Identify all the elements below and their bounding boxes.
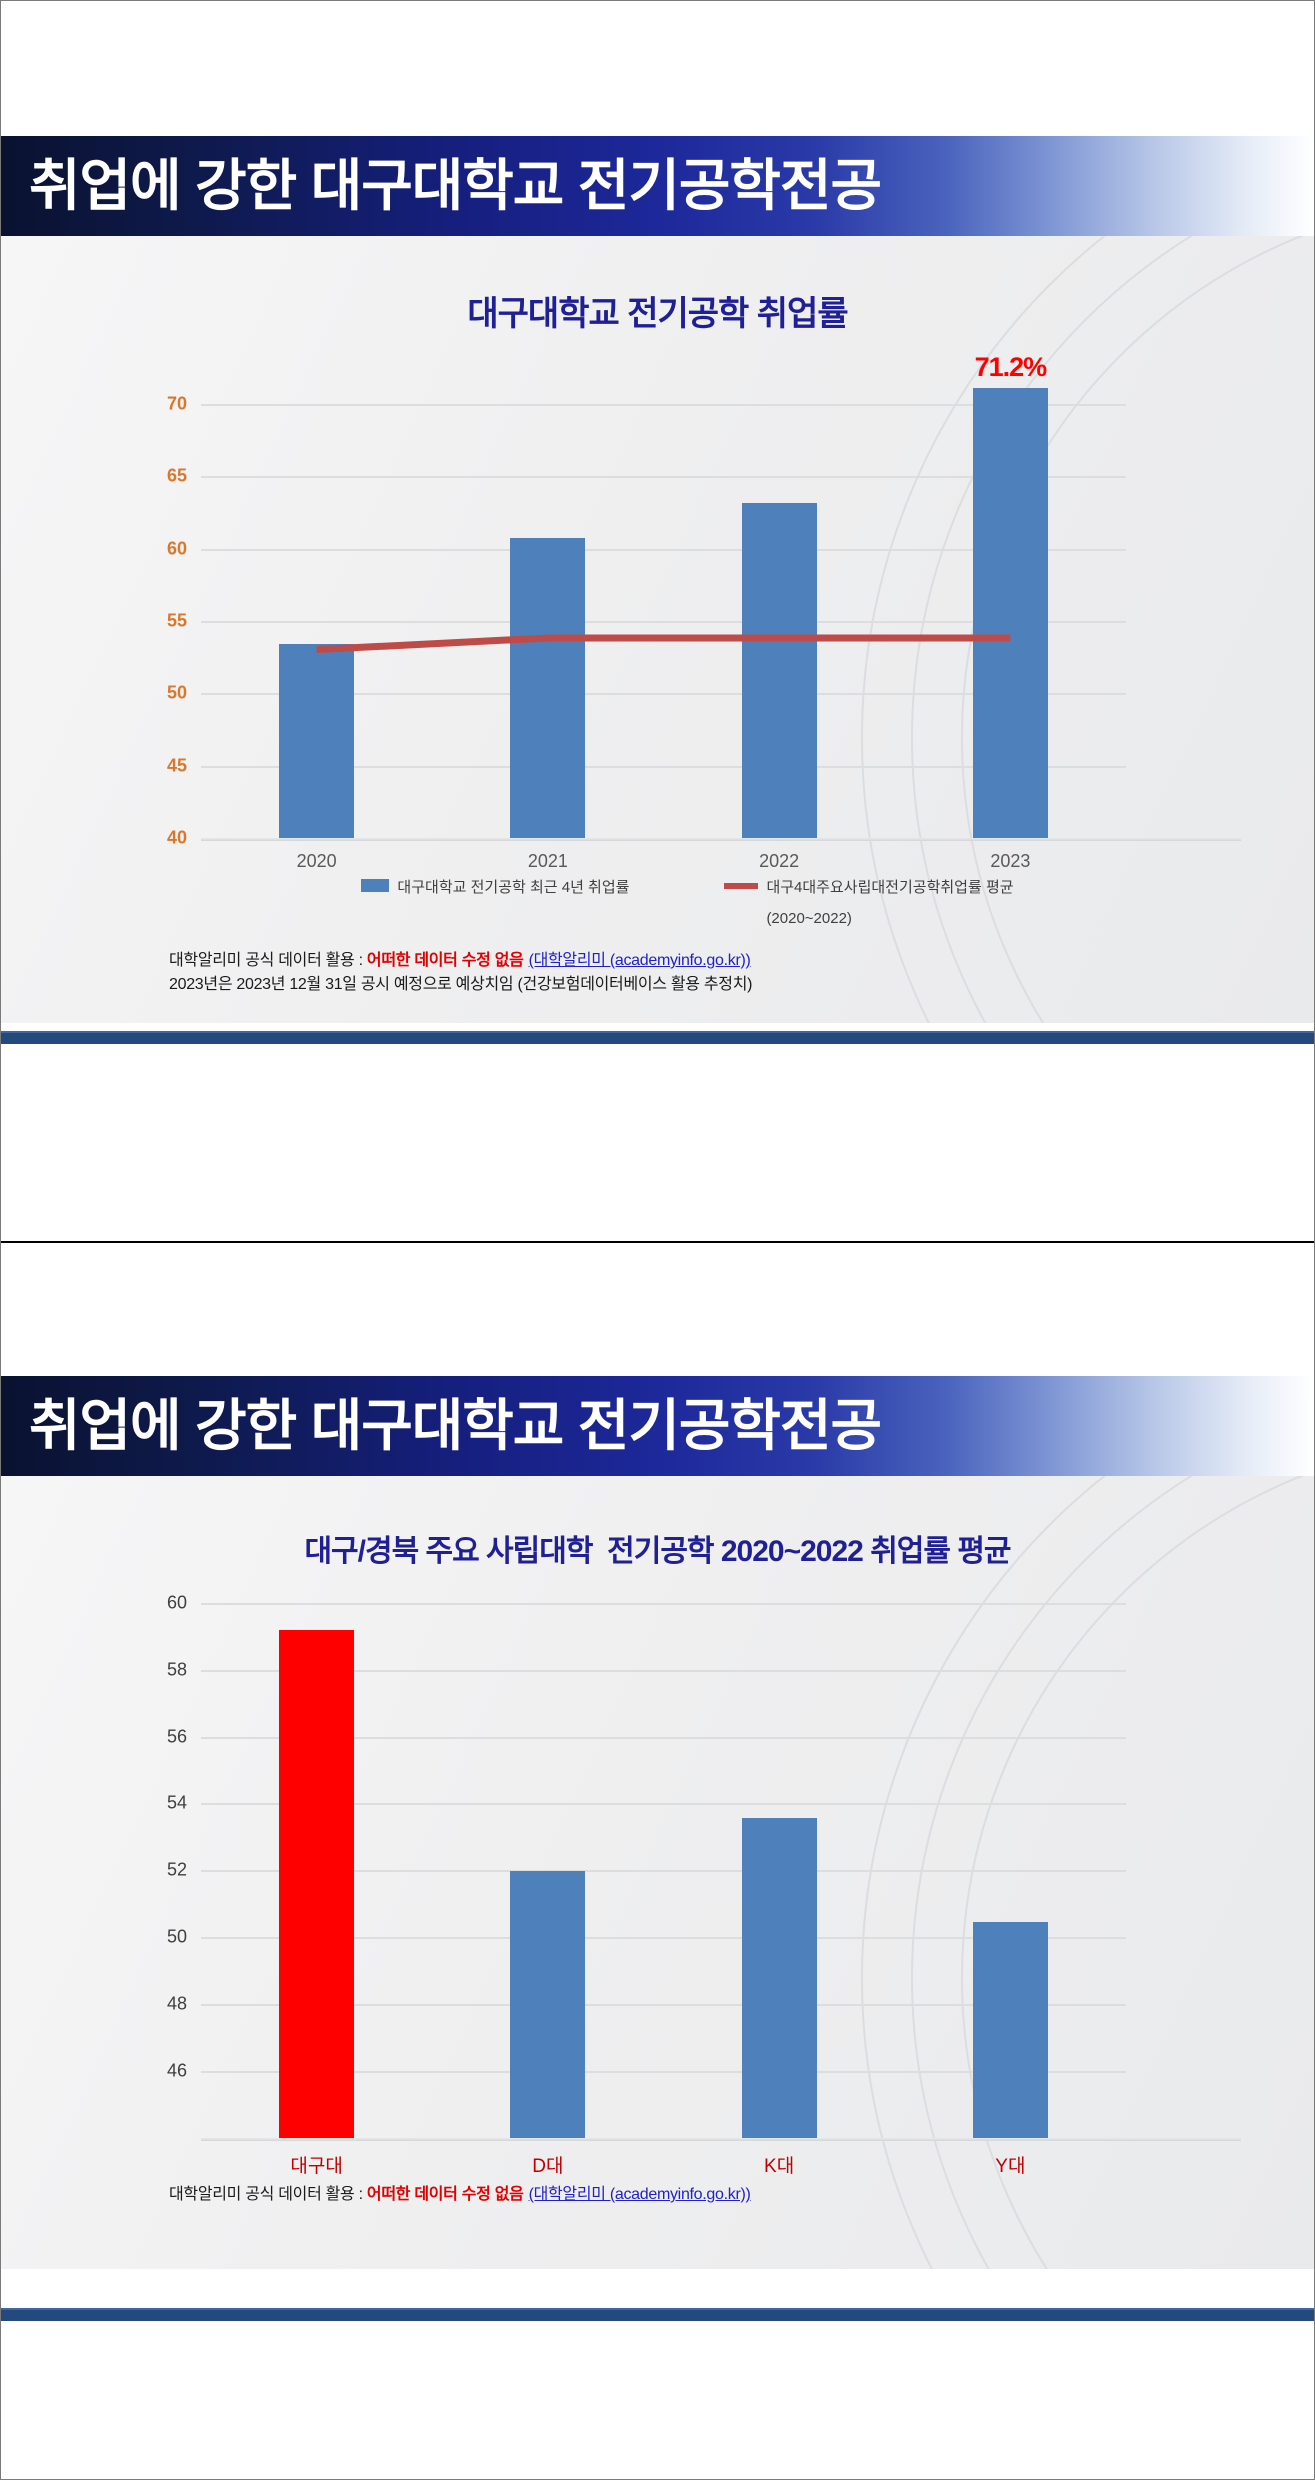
bar-D대 (510, 1871, 586, 2139)
y-axis-tick-label: 52 (166, 1859, 187, 1880)
gridline (201, 1736, 1126, 1739)
chart-canvas: 대구/경북 주요 사립대학 전기공학 2020~2022 취업률 평균 60 58… (1, 1476, 1314, 2269)
average-trend-line (201, 369, 1126, 839)
bar-Y대 (972, 1921, 1048, 2139)
slide-divider (1, 1241, 1314, 1243)
y-axis-tick-label: 56 (166, 1725, 187, 1746)
x-axis-tick-label: 대구대 (290, 2156, 343, 2177)
source-note: 대학알리미 공식 데이터 활용 : 어떠한 데이터 수정 없음 (대학알리미 (a… (169, 949, 1274, 997)
university-comparison-bar-chart: 60 58 56 54 52 50 48 46 대구대 D대 K대 Y대 (167, 1587, 1241, 2177)
x-axis-tick-label: 2020 (296, 851, 337, 871)
slide-2: 취업에 강한 대구대학교 전기공학전공 대구/경북 주요 사립대학 전기공학 2… (1, 1243, 1314, 2479)
x-axis-tick-label: 2021 (527, 851, 568, 871)
gridline (201, 621, 1126, 624)
academyinfo-link[interactable]: (대학알리미 (academyinfo.go.kr)) (528, 2186, 751, 2203)
chart-canvas: 대구대학교 전기공학 취업률 70 65 60 55 50 45 40 2020 2021 202… (1, 236, 1314, 1023)
gridline (201, 2004, 1126, 2007)
legend-item-line-series: 대구4대주요사립대전기공학취업률 평균 (2020~2022) (724, 876, 1014, 927)
source-note-emphasis: 어떠한 데이터 수정 없음 (366, 952, 524, 969)
y-axis-tick-label: 48 (166, 1993, 187, 2014)
y-axis-tick-label: 50 (166, 1926, 187, 1947)
y-axis-tick-label: 55 (166, 610, 187, 631)
slide-title-banner: 취업에 강한 대구대학교 전기공학전공 (1, 136, 1314, 236)
y-axis-tick-label: 46 (166, 2060, 187, 2081)
legend-label: 대구대학교 전기공학 최근 4년 취업률 (397, 879, 630, 896)
source-note-line1: 대학알리미 공식 데이터 활용 : 어떠한 데이터 수정 없음 (대학알리미 (a… (169, 2183, 1274, 2207)
bar-2021 (510, 538, 586, 839)
bar-2023 (972, 387, 1048, 839)
bar-2022 (741, 503, 817, 839)
data-label: 71.2% (974, 351, 1048, 382)
gridline (201, 765, 1126, 768)
y-axis-tick-label: 50 (166, 682, 187, 703)
gridline (201, 1669, 1126, 1672)
bottom-rule (1, 1031, 1314, 1044)
bottom-rule (1, 2308, 1314, 2321)
y-axis-tick-label: 65 (166, 465, 187, 486)
legend-bar-swatch (361, 879, 390, 892)
source-note-prefix: 대학알리미 공식 데이터 활용 : (169, 2186, 367, 2203)
legend-item-bar-series: 대구대학교 전기공학 최근 4년 취업률 (361, 876, 629, 897)
source-note-prefix: 대학알리미 공식 데이터 활용 : (169, 952, 367, 969)
source-note: 대학알리미 공식 데이터 활용 : 어떠한 데이터 수정 없음 (대학알리미 (a… (169, 2183, 1274, 2207)
source-note-line1: 대학알리미 공식 데이터 활용 : 어떠한 데이터 수정 없음 (대학알리미 (a… (169, 949, 1274, 973)
gridline (201, 693, 1126, 696)
slide-title: 취업에 강한 대구대학교 전기공학전공 (29, 154, 882, 217)
source-note-line2: 2023년은 2023년 12월 31일 공시 예정으로 예상치임 (건강보험데… (169, 976, 753, 993)
x-axis-tick-label: Y대 (995, 2156, 1026, 2177)
gridline (201, 476, 1126, 479)
x-axis-tick-label: 2023 (990, 851, 1031, 871)
gridline (201, 548, 1126, 551)
y-axis-tick-label: 45 (166, 755, 187, 776)
legend-label-subline: (2020~2022) (766, 910, 852, 927)
source-note-emphasis: 어떠한 데이터 수정 없음 (366, 2186, 524, 2203)
chart-title: 대구/경북 주요 사립대학 전기공학 2020~2022 취업률 평균 (304, 1535, 1011, 1568)
y-axis-tick-label: 60 (166, 538, 187, 559)
y-axis-tick-label: 60 (166, 1592, 187, 1613)
x-axis-tick-label: 2022 (759, 851, 800, 871)
gridline (201, 2071, 1126, 2074)
gridline (201, 404, 1126, 407)
slide-1: 취업에 강한 대구대학교 전기공학전공 대구대학교 전기공학 취업률 70 65 6… (1, 1, 1314, 1241)
x-axis-tick-label: K대 (764, 2156, 795, 2177)
y-axis-tick-label: 40 (166, 827, 187, 848)
bar-2020 (279, 643, 355, 839)
slide-title-banner: 취업에 강한 대구대학교 전기공학전공 (1, 1376, 1314, 1476)
employment-rate-bar-chart: 70 65 60 55 50 45 40 2020 2021 2022 2023 71.2% (167, 352, 1241, 871)
x-axis-tick-label: D대 (532, 2156, 564, 2177)
gridline (201, 838, 1126, 840)
gridline (201, 1602, 1126, 1605)
y-axis-tick-label: 70 (166, 393, 187, 414)
legend-label: 대구4대주요사립대전기공학취업률 평균 (766, 879, 1014, 896)
gridline (201, 1870, 1126, 1873)
bar-대구대 (279, 1630, 355, 2139)
y-axis-tick-label: 58 (166, 1659, 187, 1680)
gridline (201, 1803, 1126, 1806)
chart-title: 대구대학교 전기공학 취업률 (467, 295, 848, 333)
slide-title: 취업에 강한 대구대학교 전기공학전공 (29, 1394, 882, 1457)
bar-K대 (741, 1817, 817, 2139)
legend-line-swatch (724, 883, 759, 889)
gridline (201, 1937, 1126, 1940)
academyinfo-link[interactable]: (대학알리미 (academyinfo.go.kr)) (528, 952, 751, 969)
y-axis-tick-label: 54 (166, 1792, 187, 1813)
chart-legend: 대구대학교 전기공학 최근 4년 취업률 대구4대주요사립대전기공학취업률 평균… (61, 876, 1314, 927)
